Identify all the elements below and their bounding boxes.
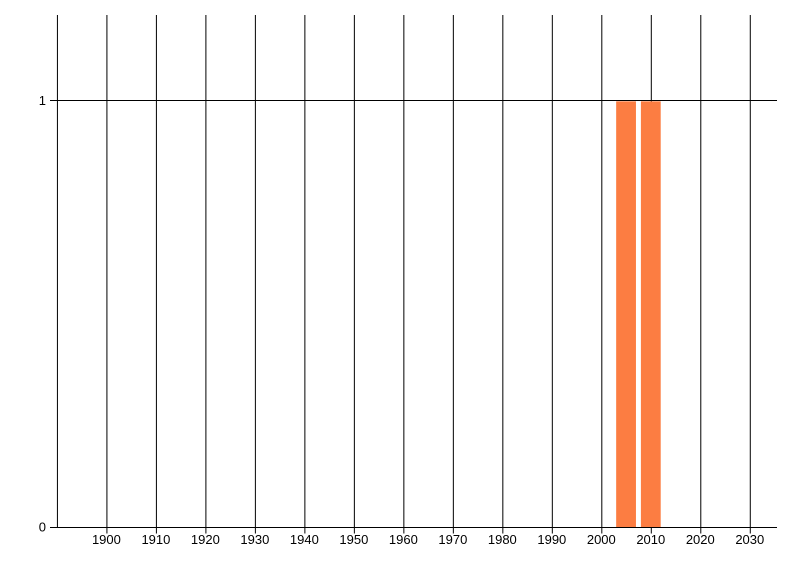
x-tick-label-1990: 1990: [537, 532, 566, 547]
bar-2010: [640, 101, 661, 527]
x-tick-label-1970: 1970: [438, 532, 467, 547]
y-tick-label-1: 1: [39, 93, 46, 108]
x-tick-label-1960: 1960: [389, 532, 418, 547]
x-tick-label-1950: 1950: [339, 532, 368, 547]
x-tick-label-1920: 1920: [191, 532, 220, 547]
x-tick-label-2020: 2020: [686, 532, 715, 547]
x-tick-label-1940: 1940: [290, 532, 319, 547]
x-tick-label-1980: 1980: [488, 532, 517, 547]
x-tick-label-1900: 1900: [92, 532, 121, 547]
x-tick-label-2000: 2000: [587, 532, 616, 547]
bar-2005: [616, 101, 636, 527]
y-tick-label-0: 0: [39, 520, 46, 535]
x-tick-label-1930: 1930: [240, 532, 269, 547]
x-tick-label-2030: 2030: [735, 532, 764, 547]
x-tick-label-1910: 1910: [141, 532, 170, 547]
x-tick-label-2010: 2010: [636, 532, 665, 547]
